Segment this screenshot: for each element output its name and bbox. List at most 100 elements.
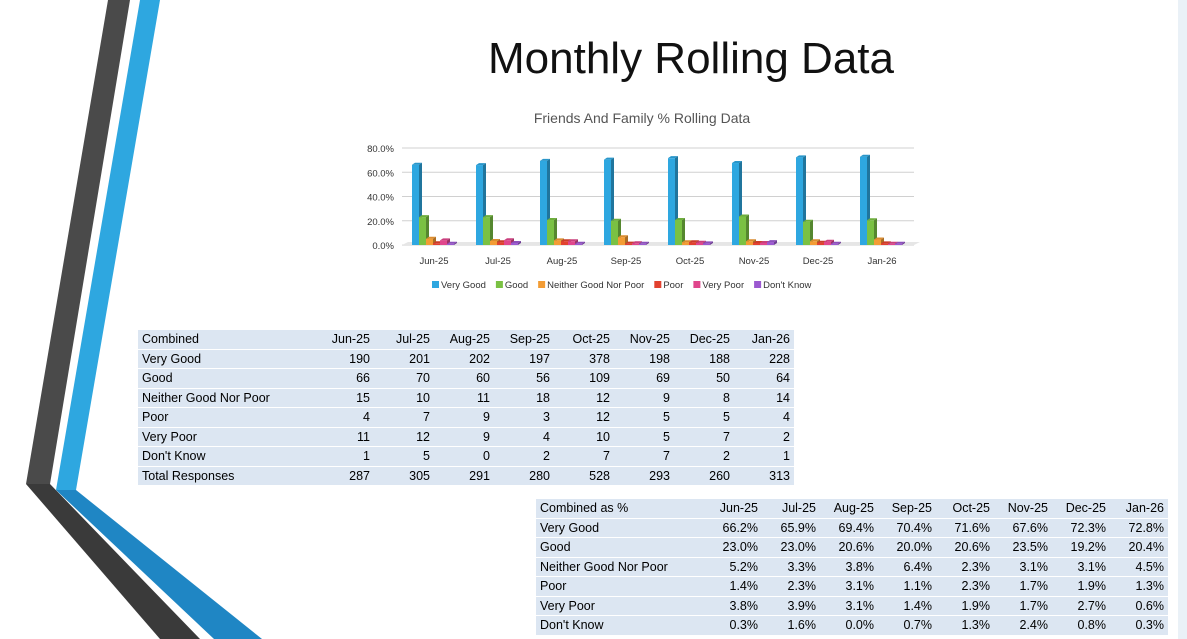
column-header: Aug-25 <box>434 330 494 350</box>
table-cell: 70.4% <box>878 518 936 538</box>
y-tick-label: 60.0% <box>367 168 394 179</box>
table-cell: 23.0% <box>762 537 820 558</box>
deco-dark-stripe <box>26 0 130 484</box>
table-cell: 1.3% <box>936 615 994 636</box>
column-header: Sep-25 <box>878 499 936 519</box>
table-cell: 20.4% <box>1110 537 1168 558</box>
table-cell: 10 <box>554 427 614 447</box>
row-label: Good <box>536 537 704 558</box>
table-cell: 3.1% <box>820 596 878 616</box>
table-row: Very Poor 11 12 9 4 10 5 7 2 <box>138 427 794 447</box>
table-row: Poor 1.4% 2.3% 3.1% 1.1% 2.3% 1.7% 1.9% 1.3% <box>536 576 1168 597</box>
x-tick-label: Jan-26 <box>867 256 896 267</box>
table-cell: 9 <box>614 388 674 408</box>
table-cell: 0.8% <box>1052 615 1110 636</box>
table-cell: 190 <box>314 349 374 369</box>
table-cell: 65.9% <box>762 518 820 538</box>
column-header: Nov-25 <box>614 330 674 350</box>
table-row: Neither Good Nor Poor 5.2% 3.3% 3.8% 6.4% 2.3… <box>536 557 1168 577</box>
table-cell: 4 <box>494 427 554 447</box>
bar-good <box>803 219 813 245</box>
table-cell: 3.9% <box>762 596 820 616</box>
table-cell: 23.0% <box>704 537 762 558</box>
table-cell: 2.3% <box>762 576 820 597</box>
bar-good <box>675 218 685 245</box>
row-label: Very Good <box>138 349 314 369</box>
page-title: Monthly Rolling Data <box>488 34 894 83</box>
legend-label: Poor <box>663 280 683 291</box>
x-tick-label: Nov-25 <box>739 256 770 267</box>
legend-item: Poor <box>654 280 683 291</box>
table-cell: 5 <box>614 407 674 428</box>
table-cell: 70 <box>374 368 434 389</box>
table-cell: 305 <box>374 466 434 486</box>
x-axis-tick-labels: Jun-25 Jul-25 Aug-25 Sep-25 Oct-25 Nov-25 Dec-… <box>419 256 896 267</box>
table-cell: 7 <box>374 407 434 428</box>
table-cell: 5 <box>674 407 734 428</box>
rolling-data-chart: Friends And Family % Rolling Data 0.0% 20… <box>367 110 920 291</box>
table-cell: 72.3% <box>1052 518 1110 538</box>
table-cell: 3.1% <box>820 576 878 597</box>
row-label: Don't Know <box>138 446 314 467</box>
table-cell: 2 <box>494 446 554 467</box>
table-cell: 0.6% <box>1110 596 1168 616</box>
table-cell: 5 <box>614 427 674 447</box>
table-cell: 109 <box>554 368 614 389</box>
table-cell: 1 <box>314 446 374 467</box>
table-row: Neither Good Nor Poor 15 10 11 18 12 9 8 14 <box>138 388 794 408</box>
table-cell: 197 <box>494 349 554 369</box>
table-cell: 287 <box>314 466 374 486</box>
x-tick-label: Oct-25 <box>676 256 705 267</box>
table-cell: 0.0% <box>820 615 878 636</box>
table-cell: 1 <box>734 446 794 467</box>
legend-label: Very Good <box>441 280 486 291</box>
row-label: Poor <box>536 576 704 597</box>
table-cell: 3.1% <box>994 557 1052 577</box>
table-cell: 72.8% <box>1110 518 1168 538</box>
column-header: Jan-26 <box>734 330 794 350</box>
table-cell: 1.6% <box>762 615 820 636</box>
table-cell: 1.9% <box>1052 576 1110 597</box>
table-cell: 5.2% <box>704 557 762 577</box>
table-cell: 1.7% <box>994 596 1052 616</box>
table-cell: 2.4% <box>994 615 1052 636</box>
table-cell: 12 <box>554 388 614 408</box>
table-cell: 313 <box>734 466 794 486</box>
deco-blue-lower <box>56 490 262 639</box>
row-label: Very Poor <box>138 427 314 447</box>
table-cell: 1.1% <box>878 576 936 597</box>
y-tick-label: 40.0% <box>367 193 394 204</box>
counts-header-row: Combined Jun-25 Jul-25 Aug-25 Sep-25 Oct-25 No… <box>138 330 794 350</box>
table-cell: 0.7% <box>878 615 936 636</box>
column-header: Dec-25 <box>674 330 734 350</box>
table-row: Don't Know 1 5 0 2 7 7 2 1 <box>138 446 794 467</box>
x-tick-label: Jun-25 <box>419 256 448 267</box>
legend-label: Neither Good Nor Poor <box>547 280 644 291</box>
legend-swatch <box>654 281 662 288</box>
table-cell: 66.2% <box>704 518 762 538</box>
table-cell: 18 <box>494 388 554 408</box>
table-cell: 1.4% <box>704 576 762 597</box>
table-row: Total Responses 287 305 291 280 528 293 260 313 <box>138 466 794 486</box>
table-cell: 12 <box>374 427 434 447</box>
column-header: Oct-25 <box>936 499 994 519</box>
table-cell: 14 <box>734 388 794 408</box>
table-cell: 2.3% <box>936 557 994 577</box>
table-cell: 60 <box>434 368 494 389</box>
table-cell: 11 <box>314 427 374 447</box>
x-tick-label: Aug-25 <box>547 256 578 267</box>
bar-good <box>739 214 749 245</box>
table-cell: 188 <box>674 349 734 369</box>
column-header: Sep-25 <box>494 330 554 350</box>
row-label: Total Responses <box>138 466 314 486</box>
legend-item: Very Poor <box>693 280 744 291</box>
x-tick-label: Dec-25 <box>803 256 834 267</box>
bar-dont-know <box>575 241 585 245</box>
legend-label: Don't Know <box>763 280 811 291</box>
y-axis-tick-labels: 0.0% 20.0% 40.0% 60.0% 80.0% <box>367 144 394 252</box>
column-header: Oct-25 <box>554 330 614 350</box>
table-cell: 19.2% <box>1052 537 1110 558</box>
y-tick-label: 0.0% <box>372 241 394 252</box>
table-cell: 11 <box>434 388 494 408</box>
y-tick-label: 80.0% <box>367 144 394 155</box>
